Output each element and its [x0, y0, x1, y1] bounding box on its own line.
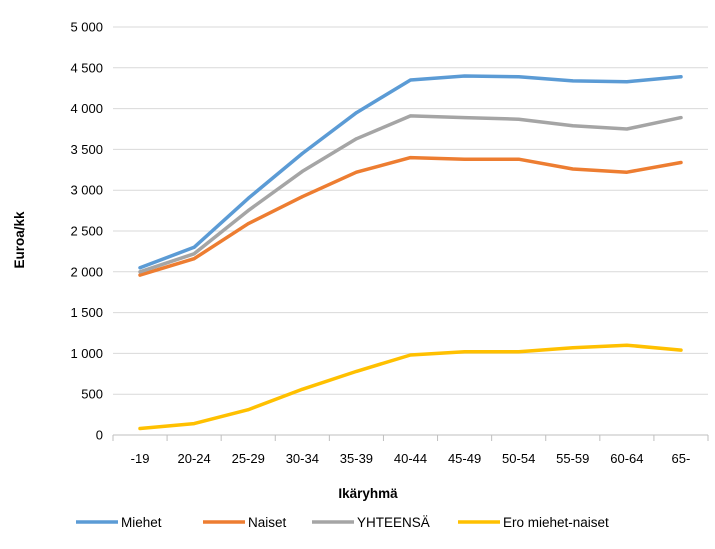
- x-tick-label: -19: [131, 451, 150, 466]
- data-point-yhteensä: [625, 127, 629, 131]
- y-tick-label: 0: [96, 428, 103, 443]
- legend-label: Miehet: [121, 515, 162, 530]
- data-point-naiset: [679, 160, 683, 164]
- data-point-ero-miehet-naiset: [192, 422, 196, 426]
- data-point-naiset: [192, 257, 196, 261]
- x-axis-tick-labels: -19 20-24 25-29 30-34 35-39 40-44 45-49 50-54 55…: [131, 451, 691, 466]
- y-tick-label: 4 000: [70, 101, 103, 116]
- data-point-ero-miehet-naiset: [625, 343, 629, 347]
- data-point-miehet: [138, 266, 142, 270]
- y-tick-label: 1 000: [70, 346, 103, 361]
- gridlines: [113, 26, 708, 395]
- data-point-yhteensä: [354, 137, 358, 141]
- y-tick-label: 5 000: [70, 20, 103, 35]
- data-point-naiset: [571, 167, 575, 171]
- series-line-naiset: [138, 155, 683, 277]
- series-lines: [138, 74, 683, 431]
- data-point-miehet: [300, 151, 304, 155]
- data-point-miehet: [354, 111, 358, 115]
- data-point-naiset: [463, 157, 467, 161]
- x-axis: [112, 434, 709, 441]
- data-point-ero-miehet-naiset: [354, 369, 358, 373]
- data-point-naiset: [354, 170, 358, 174]
- series-line-yhteensä: [138, 114, 683, 274]
- series-line-ero-miehet-naiset: [138, 343, 683, 431]
- data-point-ero-miehet-naiset: [409, 353, 412, 357]
- data-point-ero-miehet-naiset: [138, 426, 142, 430]
- data-point-naiset: [517, 157, 521, 161]
- x-tick-label: 25-29: [232, 451, 265, 466]
- y-tick-label: 1 500: [70, 305, 103, 320]
- data-point-yhteensä: [138, 270, 142, 274]
- data-point-yhteensä: [246, 209, 250, 213]
- data-point-ero-miehet-naiset: [679, 348, 683, 352]
- x-tick-label: 40-44: [394, 451, 427, 466]
- data-point-naiset: [246, 222, 250, 226]
- data-point-ero-miehet-naiset: [517, 350, 521, 354]
- y-tick-label: 3 000: [70, 183, 103, 198]
- data-point-yhteensä: [517, 117, 521, 121]
- y-tick-label: 4 500: [70, 60, 103, 75]
- legend-label: YHTEENSÄ: [357, 515, 430, 530]
- data-point-miehet: [463, 74, 467, 78]
- data-point-naiset: [409, 156, 412, 160]
- y-tick-label: 500: [81, 387, 103, 402]
- x-tick-label: 45-49: [448, 451, 481, 466]
- data-point-miehet: [517, 75, 521, 79]
- data-point-naiset: [625, 170, 629, 174]
- x-axis-title: Ikäryhmä: [338, 486, 398, 501]
- data-point-miehet: [679, 75, 683, 79]
- data-point-miehet: [571, 79, 575, 83]
- data-point-yhteensä: [679, 116, 683, 120]
- legend-label: Ero miehet-naiset: [503, 515, 609, 530]
- y-axis-tick-labels: 0 500 1 000 1 500 2 000 2 500 3 000 3 500 4 000 4…: [70, 20, 103, 443]
- x-tick-label: 35-39: [340, 451, 373, 466]
- x-tick-label: 55-59: [556, 451, 589, 466]
- y-tick-label: 2 000: [70, 264, 103, 279]
- data-point-ero-miehet-naiset: [246, 408, 250, 412]
- data-point-yhteensä: [409, 114, 412, 118]
- y-tick-label: 3 500: [70, 142, 103, 157]
- x-tick-label: 30-34: [286, 451, 319, 466]
- x-tick-label: 50-54: [502, 451, 535, 466]
- data-point-ero-miehet-naiset: [300, 387, 304, 391]
- x-tick-label: 65-: [672, 451, 691, 466]
- y-axis-title: Euroa/kk: [12, 211, 27, 269]
- data-point-naiset: [300, 195, 304, 199]
- data-point-miehet: [192, 245, 196, 249]
- data-point-miehet: [246, 196, 250, 200]
- y-tick-label: 2 500: [70, 224, 103, 239]
- data-point-yhteensä: [571, 124, 575, 128]
- data-point-ero-miehet-naiset: [571, 346, 575, 350]
- x-tick-label: 20-24: [178, 451, 211, 466]
- data-point-yhteensä: [463, 116, 467, 120]
- legend: Miehet Naiset YHTEENSÄ Ero miehet-naiset: [76, 515, 609, 530]
- data-point-yhteensä: [192, 252, 196, 256]
- data-point-miehet: [409, 78, 412, 82]
- legend-label: Naiset: [248, 515, 287, 530]
- data-point-yhteensä: [300, 169, 304, 173]
- data-point-miehet: [625, 80, 629, 84]
- x-tick-label: 60-64: [610, 451, 643, 466]
- data-point-naiset: [138, 273, 142, 277]
- data-point-ero-miehet-naiset: [463, 350, 467, 354]
